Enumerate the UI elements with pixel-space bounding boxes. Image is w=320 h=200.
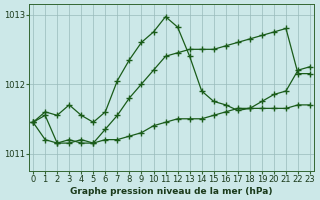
X-axis label: Graphe pression niveau de la mer (hPa): Graphe pression niveau de la mer (hPa) bbox=[70, 187, 273, 196]
